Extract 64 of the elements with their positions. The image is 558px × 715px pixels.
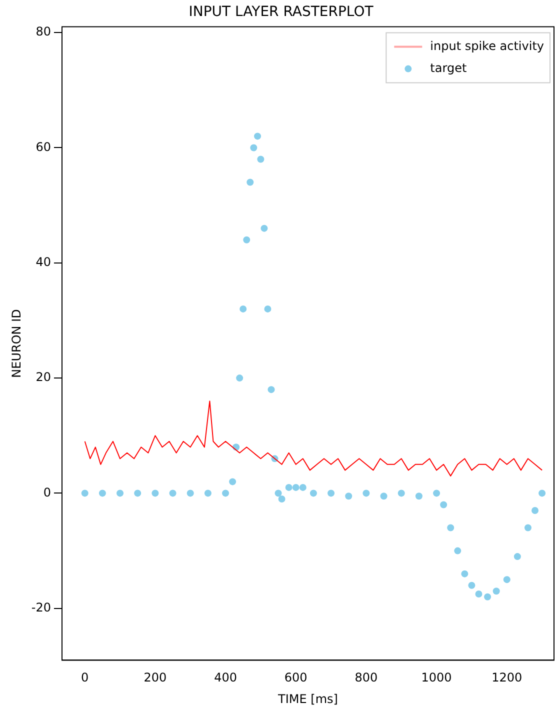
point (415, 492, 422, 500)
point (98, 490, 106, 497)
point (380, 492, 388, 500)
y-tick-label: 60 (36, 140, 51, 154)
point (186, 490, 194, 497)
point (254, 132, 262, 140)
point (468, 582, 476, 589)
x-tick-label: 800 (354, 670, 378, 685)
point (447, 524, 454, 532)
y-tick-label: 40 (36, 255, 51, 270)
y-tick-label: 80 (36, 24, 51, 39)
point (492, 588, 500, 595)
legend-label: input spike activity (430, 38, 544, 53)
point (475, 590, 482, 598)
point (484, 593, 492, 600)
point (503, 576, 510, 584)
x-tick-label: 600 (284, 670, 308, 685)
point (204, 490, 212, 497)
point (246, 178, 254, 186)
point (362, 490, 370, 497)
point (532, 506, 539, 514)
point (285, 484, 292, 491)
point (229, 478, 236, 486)
x-axis-title: TIME [ms] (277, 692, 338, 706)
point (274, 490, 282, 497)
legend-label: target (430, 60, 467, 75)
y-tick-label: 20 (36, 370, 51, 384)
x-tick-label: 1200 (492, 670, 522, 685)
point (292, 484, 300, 491)
point (268, 386, 275, 394)
x-tick-label: 0 (81, 670, 89, 685)
point (538, 490, 546, 497)
x-tick-label: 200 (144, 670, 167, 685)
point (328, 490, 335, 497)
y-tick-label: -20 (31, 600, 51, 614)
point (299, 484, 306, 491)
point (257, 156, 264, 163)
x-tick-label: 400 (214, 670, 237, 685)
point (454, 547, 462, 554)
point (345, 492, 352, 500)
point (440, 501, 448, 508)
point (240, 305, 247, 312)
point (134, 490, 142, 497)
point (398, 490, 405, 497)
point (461, 570, 468, 578)
point (152, 490, 159, 497)
point (514, 553, 521, 560)
y-tick-label: 0 (43, 485, 51, 500)
y-axis-title: NEURON ID (9, 309, 24, 378)
point (264, 305, 272, 312)
point (278, 495, 286, 502)
point (169, 490, 176, 497)
point (81, 490, 88, 497)
point (260, 224, 268, 232)
point (236, 374, 244, 382)
point (116, 490, 124, 497)
point (524, 524, 532, 532)
x-tick-label: 1000 (421, 670, 452, 685)
point (222, 490, 230, 497)
chart-title: INPUT LAYER RASTERPLOT (188, 4, 374, 20)
point (250, 144, 258, 152)
point (433, 490, 440, 497)
point (243, 236, 250, 244)
point (310, 490, 317, 497)
